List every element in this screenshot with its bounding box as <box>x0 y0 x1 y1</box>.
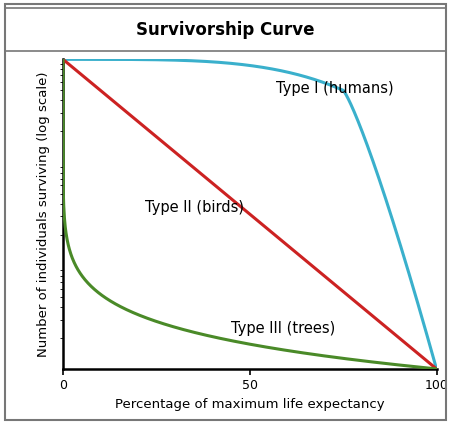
Text: Type III (trees): Type III (trees) <box>231 321 335 336</box>
X-axis label: Percentage of maximum life expectancy: Percentage of maximum life expectancy <box>115 398 385 411</box>
Y-axis label: Number of individuals surviving (log scale): Number of individuals surviving (log sca… <box>37 71 50 357</box>
Text: Type II (birds): Type II (birds) <box>145 201 244 215</box>
Text: Survivorship Curve: Survivorship Curve <box>136 21 314 39</box>
Text: Type I (humans): Type I (humans) <box>276 81 393 96</box>
